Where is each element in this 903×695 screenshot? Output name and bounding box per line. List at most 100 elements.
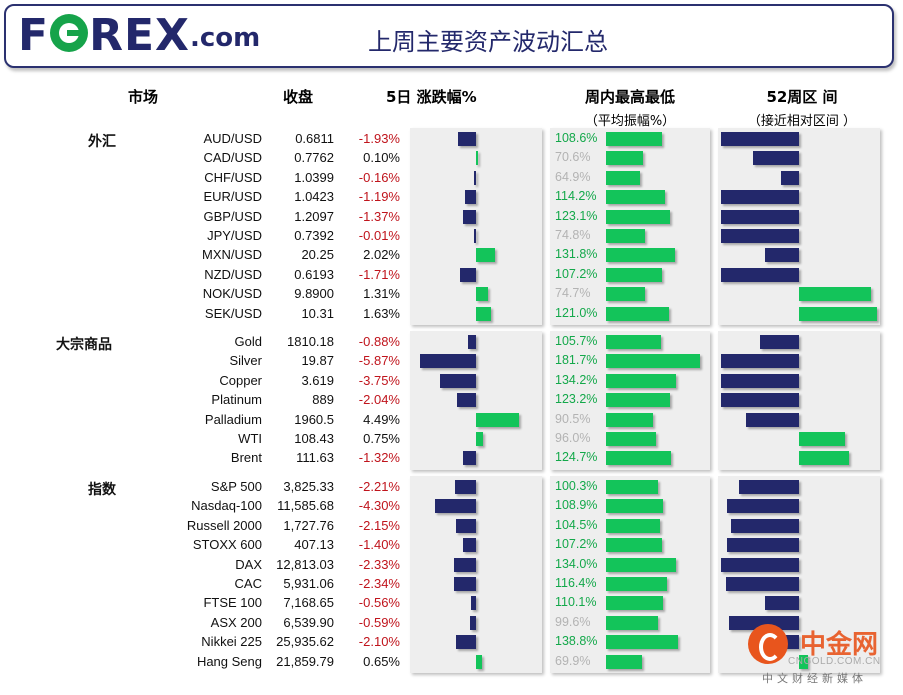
weekly-range-bar bbox=[606, 654, 643, 669]
weekly-range-bar bbox=[606, 432, 656, 446]
change-value: 0.65% bbox=[363, 653, 400, 669]
change-bar bbox=[476, 432, 484, 446]
range-52w-bar bbox=[725, 577, 799, 591]
change-value: -2.34% bbox=[358, 576, 400, 591]
weekly-range-label: 105.7% bbox=[555, 334, 598, 348]
range-52w-bar bbox=[759, 335, 799, 349]
change-bar bbox=[455, 518, 476, 533]
change-bar bbox=[459, 267, 476, 282]
weekly-range-bar bbox=[606, 170, 640, 185]
weekly-range-label: 107.2% bbox=[555, 537, 598, 552]
asset-name: GBP/USD bbox=[203, 208, 262, 224]
weekly-range-bar bbox=[606, 248, 675, 263]
change-value: -1.32% bbox=[358, 450, 400, 466]
change-bar bbox=[453, 557, 476, 572]
weekly-range-label: 108.6% bbox=[555, 131, 598, 145]
range-52w-bar bbox=[721, 267, 799, 282]
weekly-range-subtitle: （平均振幅%） bbox=[584, 114, 676, 129]
range-52w-bar bbox=[731, 518, 799, 533]
col-52w-header: 52周区 间 （接近相对区间 ） bbox=[732, 86, 872, 129]
change-value: -5.87% bbox=[358, 353, 400, 369]
weekly-range-label: 108.9% bbox=[555, 498, 598, 513]
asset-name: DAX bbox=[235, 556, 262, 572]
weekly-range-label: 69.9% bbox=[555, 653, 591, 668]
weekly-range-label: 131.8% bbox=[555, 247, 598, 262]
asset-name: EUR/USD bbox=[203, 189, 262, 205]
close-value: 25,935.62 bbox=[276, 634, 334, 650]
asset-name: Hang Seng bbox=[196, 653, 262, 669]
range-52w-bar bbox=[765, 248, 799, 263]
close-value: 1810.18 bbox=[287, 334, 334, 349]
weekly-range-bar bbox=[606, 306, 669, 321]
change-bar bbox=[456, 393, 476, 408]
asset-name: JPY/USD bbox=[207, 228, 262, 243]
weekly-range-label: 134.2% bbox=[555, 372, 598, 387]
close-value: 3,825.33 bbox=[283, 479, 334, 494]
change-bar bbox=[474, 229, 476, 243]
change-value: 0.10% bbox=[363, 150, 400, 166]
range-52w-bar bbox=[721, 557, 799, 572]
change-bar bbox=[476, 654, 483, 669]
weekly-range-label: 104.5% bbox=[555, 517, 598, 532]
range-52w-bar bbox=[799, 306, 877, 321]
group-label: 大宗商品 bbox=[56, 337, 112, 353]
watermark-tagline: 中文财经新媒体 bbox=[762, 672, 867, 685]
close-value: 6,539.90 bbox=[283, 614, 334, 630]
weekly-range-bar bbox=[606, 151, 643, 166]
change-value: 0.75% bbox=[363, 431, 400, 446]
weekly-range-label: 100.3% bbox=[555, 479, 598, 493]
page-title: 上周主要资产波动汇总 bbox=[368, 28, 608, 56]
range-52w-bar bbox=[727, 538, 799, 553]
close-value: 21,859.79 bbox=[276, 653, 334, 669]
range-52w-bar bbox=[765, 596, 799, 611]
group-label: 指数 bbox=[88, 482, 116, 498]
change-value: 4.49% bbox=[363, 411, 400, 427]
weekly-range-label: 90.5% bbox=[555, 411, 591, 426]
col-change-header: 5日 涨跌幅% bbox=[386, 88, 477, 106]
close-value: 19.87 bbox=[301, 353, 334, 369]
change-bar bbox=[476, 412, 519, 427]
change-bar bbox=[476, 287, 489, 302]
close-value: 9.8900 bbox=[294, 286, 334, 302]
weekly-range-label: 121.0% bbox=[555, 305, 598, 320]
change-bar bbox=[435, 499, 476, 514]
change-value: -0.56% bbox=[358, 595, 400, 611]
logo-o-icon bbox=[50, 14, 89, 52]
change-value: -1.40% bbox=[358, 537, 400, 553]
asset-name: NOK/USD bbox=[202, 286, 262, 302]
change-value: -2.04% bbox=[358, 392, 400, 408]
close-value: 108.43 bbox=[294, 431, 334, 446]
change-value: -0.88% bbox=[358, 334, 400, 349]
close-value: 20.25 bbox=[301, 247, 334, 263]
weekly-range-label: 74.7% bbox=[555, 286, 591, 301]
asset-name: CAC bbox=[234, 576, 262, 591]
change-bar bbox=[474, 170, 476, 185]
weekly-range-bar bbox=[606, 229, 645, 243]
close-value: 889 bbox=[312, 392, 334, 408]
weekly-range-label: 64.9% bbox=[555, 169, 591, 184]
range-52w-bar bbox=[721, 393, 799, 408]
asset-name: WTI bbox=[238, 431, 262, 446]
header-banner: F REX.com 上周主要资产波动汇总 bbox=[4, 4, 894, 68]
change-bar bbox=[467, 335, 476, 349]
range-52w-bar bbox=[745, 412, 799, 427]
change-bar bbox=[455, 480, 476, 494]
col-close-header: 收盘 bbox=[283, 88, 314, 106]
close-value: 12,813.03 bbox=[276, 556, 334, 572]
range-52w-bar bbox=[739, 480, 799, 494]
asset-name: CHF/USD bbox=[204, 169, 262, 185]
weekly-range-label: 123.1% bbox=[555, 208, 598, 223]
asset-name: Nasdaq-100 bbox=[191, 498, 262, 514]
change-bar bbox=[470, 615, 476, 630]
change-value: -1.19% bbox=[358, 189, 400, 205]
change-bar bbox=[462, 209, 476, 224]
close-value: 3.619 bbox=[301, 372, 334, 388]
change-bar bbox=[440, 373, 476, 388]
change-value: -2.33% bbox=[358, 556, 400, 572]
forex-logo: F REX.com bbox=[18, 10, 261, 61]
asset-name: Platinum bbox=[211, 392, 262, 408]
col-weekly-range-header: 周内最高最低 （平均振幅%） bbox=[562, 86, 698, 129]
range-52w-bar bbox=[727, 499, 799, 514]
change-bar bbox=[456, 635, 476, 650]
range-52w-bar bbox=[799, 432, 845, 446]
